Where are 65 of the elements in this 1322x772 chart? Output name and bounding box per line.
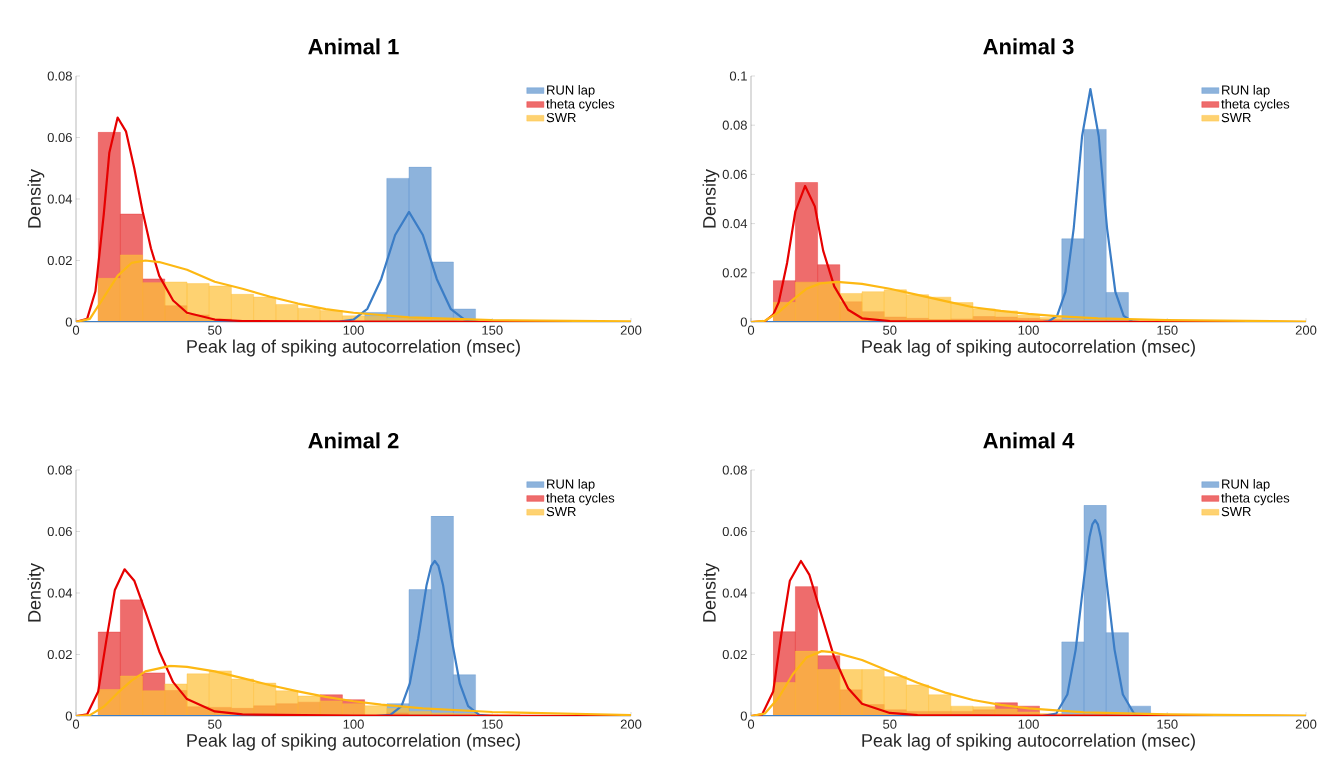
y-axis-title: Density xyxy=(702,169,720,228)
y-tick-label: 0 xyxy=(740,317,747,327)
legend-label: SWR xyxy=(1221,112,1251,123)
legend-label: RUN lap xyxy=(547,85,595,98)
x-tick-label: 100 xyxy=(343,325,364,335)
y-tick-label: 0.04 xyxy=(722,218,748,229)
legend-label: RUN lap xyxy=(1222,85,1270,98)
chart-title: Animal 3 xyxy=(983,38,1074,55)
y-tick-label: 0.06 xyxy=(47,132,72,143)
x-tick-label: 50 xyxy=(883,325,897,335)
y-tick-label: 0 xyxy=(65,711,72,721)
y-tick-label: 0.06 xyxy=(722,526,747,537)
y-tick-label: 0.02 xyxy=(722,268,747,278)
legend-label: SWR xyxy=(1221,506,1251,517)
y-tick-label: 0.06 xyxy=(722,169,747,179)
y-axis-title: Density xyxy=(27,169,45,228)
x-tick-label: 100 xyxy=(1018,719,1039,729)
chart-title: Animal 4 xyxy=(983,432,1075,449)
y-tick-label: 0.04 xyxy=(722,588,748,598)
x-tick-label: 0 xyxy=(72,719,80,729)
y-tick-label: 0.02 xyxy=(47,255,72,266)
x-tick-label: 200 xyxy=(620,719,642,729)
legend-label: SWR xyxy=(546,112,576,123)
x-tick-label: 50 xyxy=(208,719,222,729)
y-axis-title: Density xyxy=(702,563,720,622)
x-axis-title: Peak lag of spiking autocorrelation (msec) xyxy=(862,733,1195,751)
y-tick-label: 0.08 xyxy=(722,120,747,130)
y-tick-label: 0.06 xyxy=(47,526,72,537)
y-tick-label: 0.08 xyxy=(47,465,72,475)
legend-label: RUN lap xyxy=(1222,479,1270,492)
x-tick-label: 200 xyxy=(620,325,642,335)
x-tick-label: 50 xyxy=(208,325,222,335)
x-axis-title: Peak lag of spiking autocorrelation (msec) xyxy=(862,339,1195,357)
y-axis-title: Density xyxy=(27,563,45,622)
x-tick-label: 50 xyxy=(883,719,897,729)
x-axis-title: Peak lag of spiking autocorrelation (msec) xyxy=(187,339,520,357)
x-tick-label: 0 xyxy=(747,325,755,335)
x-tick-label: 0 xyxy=(747,719,755,729)
y-tick-label: 0.1 xyxy=(729,71,747,81)
y-tick-label: 0.04 xyxy=(47,588,73,598)
chart-title: Animal 2 xyxy=(308,432,399,449)
legend-label: RUN lap xyxy=(547,479,595,492)
x-tick-label: 100 xyxy=(343,719,364,729)
x-axis-title: Peak lag of spiking autocorrelation (msec) xyxy=(187,733,520,751)
x-tick-label: 100 xyxy=(1018,325,1039,335)
legend-label: SWR xyxy=(546,506,576,517)
chart-title: Animal 1 xyxy=(308,38,399,55)
y-tick-label: 0.04 xyxy=(47,194,73,204)
legend-label: theta cycles xyxy=(1221,493,1290,506)
y-tick-label: 0.08 xyxy=(47,71,72,81)
y-tick-label: 0.08 xyxy=(722,465,747,475)
x-tick-label: 150 xyxy=(1157,325,1178,335)
legend-label: theta cycles xyxy=(546,493,615,506)
y-tick-label: 0 xyxy=(740,711,747,721)
x-tick-label: 200 xyxy=(1295,719,1317,729)
x-tick-label: 150 xyxy=(482,719,503,729)
y-tick-label: 0.02 xyxy=(47,649,72,660)
x-tick-label: 0 xyxy=(72,325,80,335)
legend-label: theta cycles xyxy=(546,99,615,112)
x-tick-label: 150 xyxy=(1157,719,1178,729)
y-tick-label: 0.02 xyxy=(722,649,747,660)
legend-label: theta cycles xyxy=(1221,99,1290,112)
x-tick-label: 200 xyxy=(1295,325,1317,335)
x-tick-label: 150 xyxy=(482,325,503,335)
y-tick-label: 0 xyxy=(65,317,72,327)
